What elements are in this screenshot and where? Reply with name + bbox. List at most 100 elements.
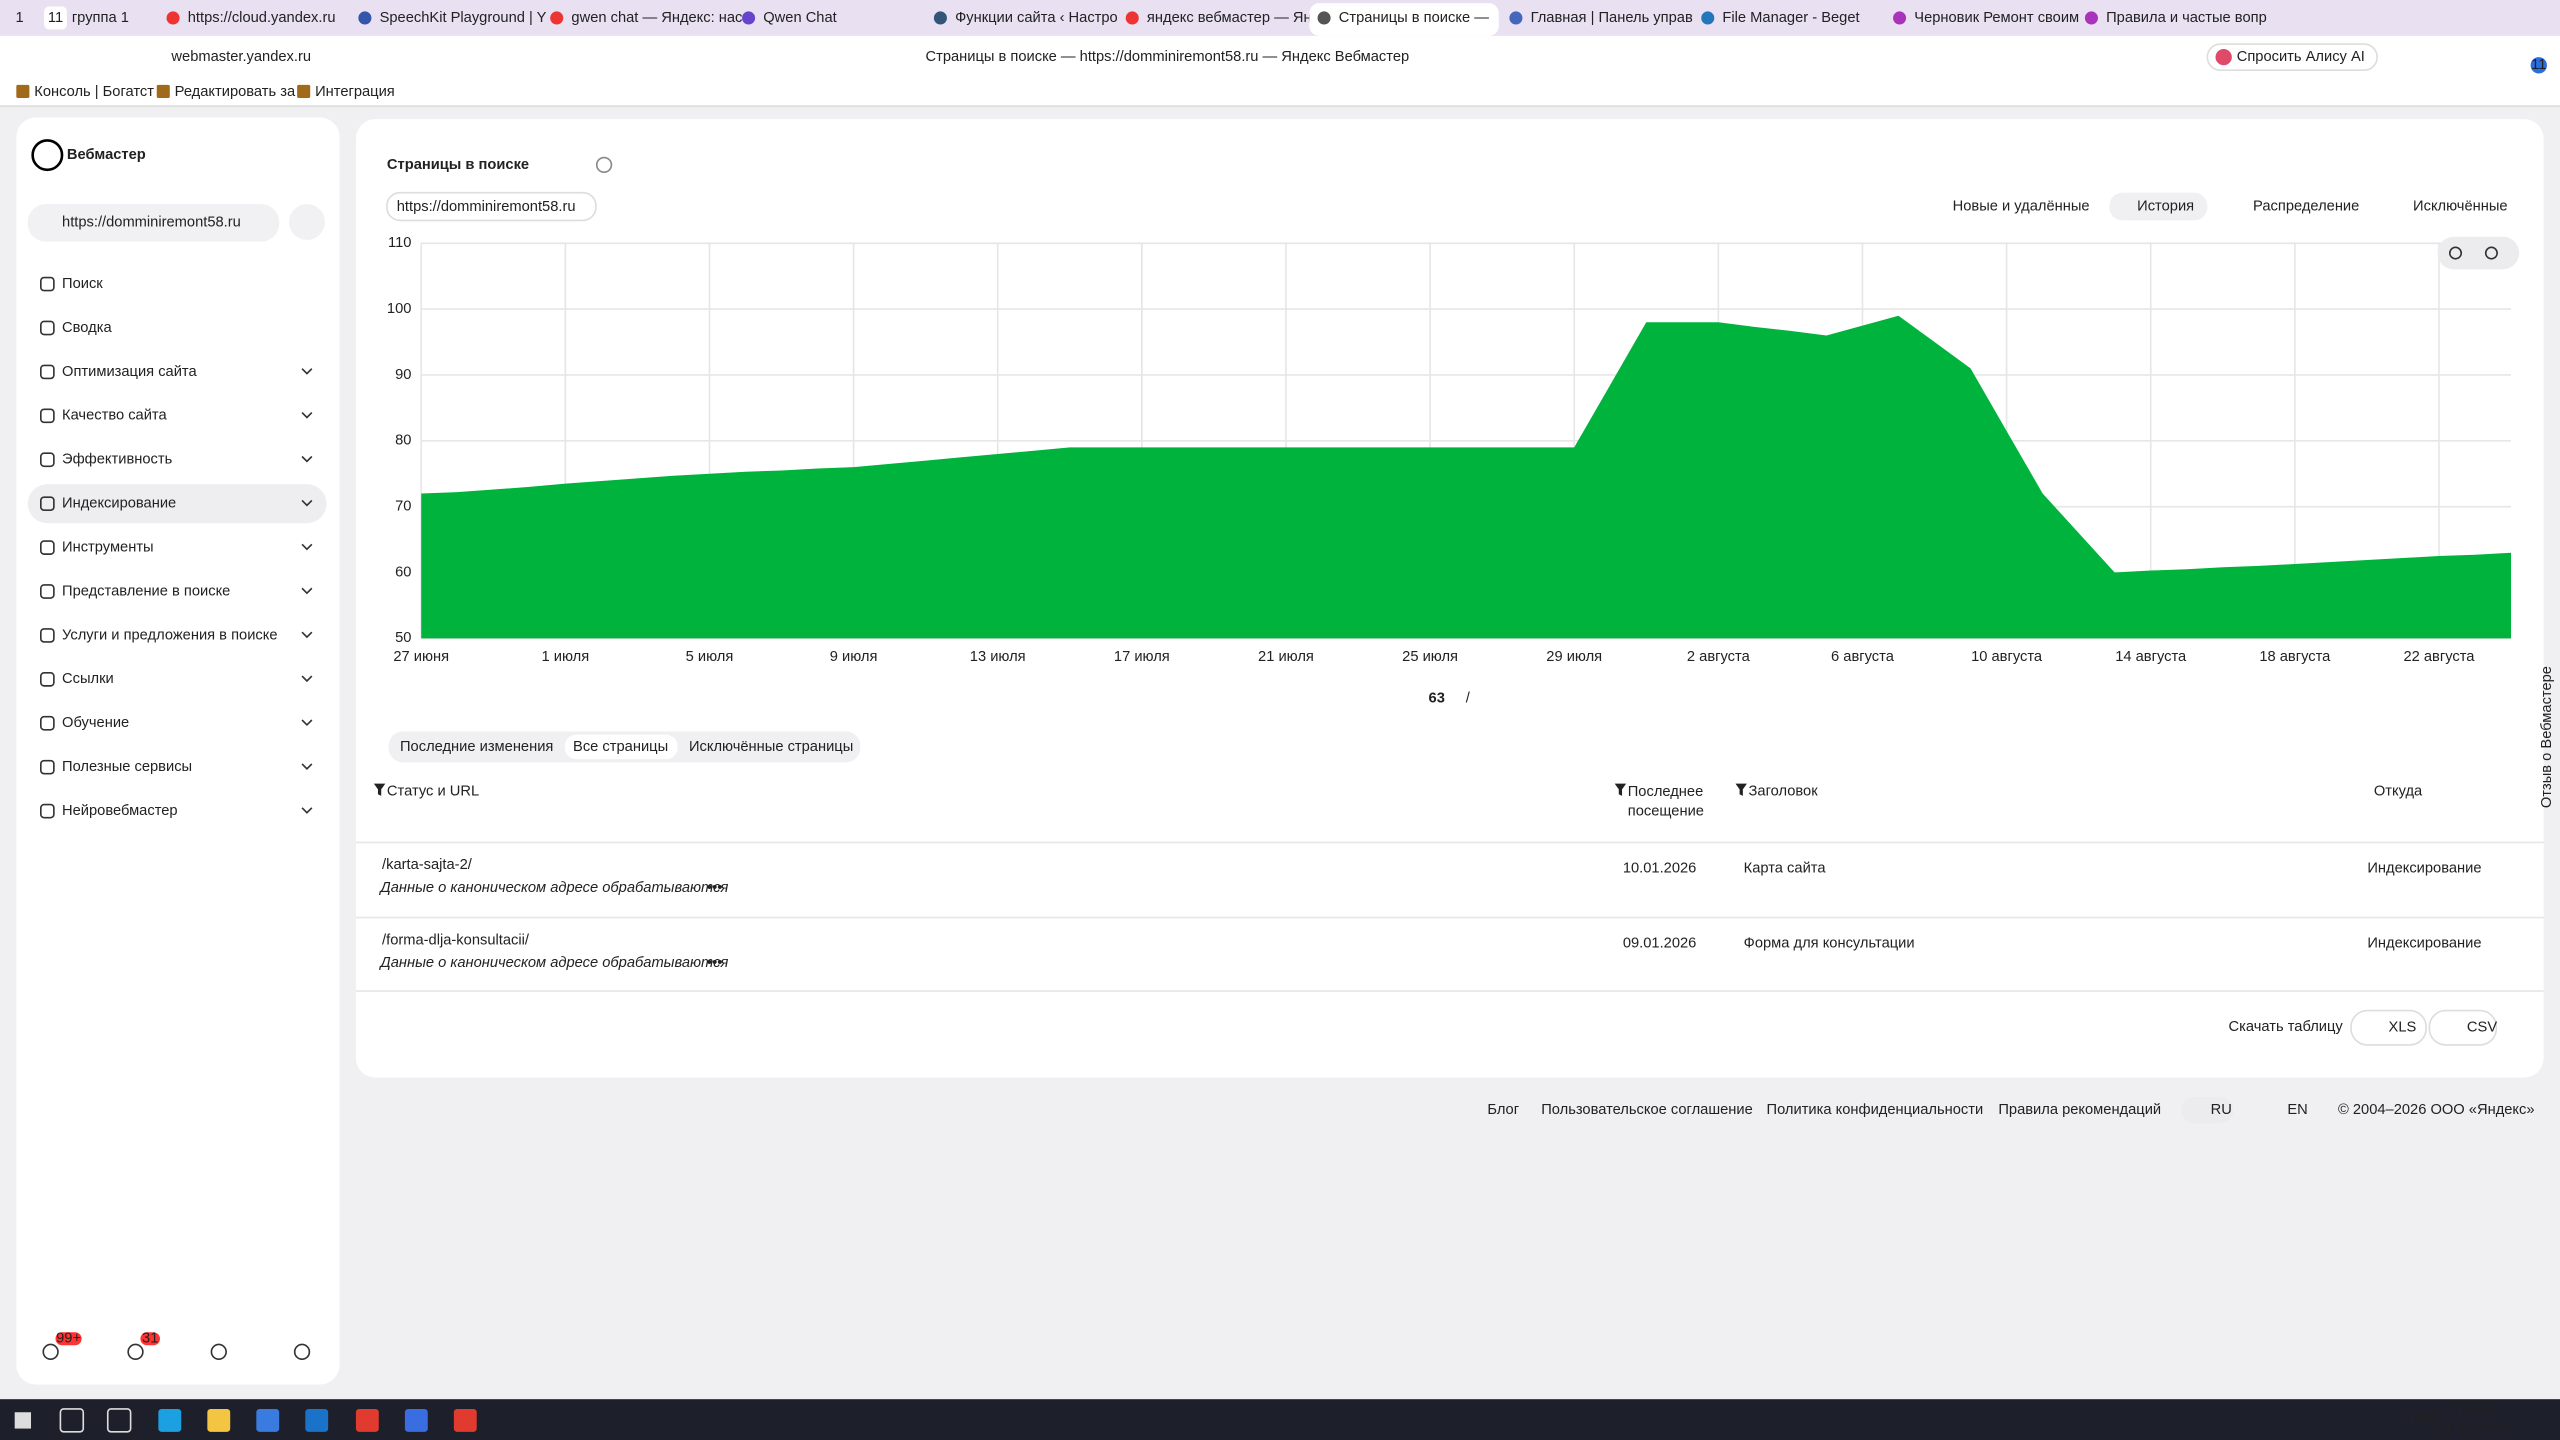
download-label: Скачать таблицу (2229, 1019, 2344, 1035)
menu-active (27, 484, 327, 524)
address-url[interactable]: webmaster.yandex.ru (170, 49, 311, 65)
footer-icon[interactable] (42, 1343, 59, 1360)
tab-group-count (44, 6, 67, 30)
taskbar-app[interactable] (256, 1408, 280, 1432)
tray-date: 11.01.2026 (2437, 1420, 2509, 1436)
view-tab[interactable]: История (2137, 198, 2194, 214)
tab-strip (0, 0, 2560, 36)
menu-item[interactable]: Полезные сервисы (62, 759, 192, 775)
download-button[interactable] (2428, 1009, 2498, 1046)
tab-title[interactable]: яндекс вебмастер — Ян (1147, 10, 1312, 26)
filter-icon[interactable] (373, 783, 386, 796)
menu-item[interactable]: Эффективность (62, 452, 173, 468)
row-url[interactable]: /forma-dlja-konsultacii/ (382, 932, 530, 948)
menu-item[interactable]: Представление в поиске (62, 583, 230, 599)
start-button[interactable] (14, 1412, 32, 1429)
menu-item[interactable]: Сводка (62, 320, 112, 336)
menu-item[interactable]: Обучение (62, 715, 129, 731)
language[interactable]: RU (2211, 1102, 2232, 1118)
taskbar-app[interactable] (453, 1408, 477, 1432)
download-button[interactable] (2350, 1009, 2427, 1046)
footer-link[interactable]: Правила рекомендаций (1998, 1102, 2161, 1118)
main-site-select-label: https://domminiremont58.ru (397, 199, 576, 215)
row-url[interactable]: /karta-sajta-2/ (382, 857, 473, 873)
tab-title[interactable]: Главная | Панель управ (1531, 10, 1693, 26)
x-tick-label: 14 августа (2115, 649, 2187, 665)
main-title: Страницы в поиске (387, 157, 529, 173)
zoom-button[interactable] (2484, 246, 2498, 260)
add-site[interactable] (288, 204, 325, 240)
table-tab[interactable]: Все страницы (573, 739, 668, 755)
tab-title[interactable]: Черновик Ремонт своим (1914, 10, 2079, 26)
menu-icon (40, 408, 55, 424)
menu-item[interactable]: Качество сайта (62, 408, 167, 424)
language[interactable]: EN (2287, 1102, 2307, 1118)
footer-link[interactable]: Пользовательское соглашение (1541, 1102, 1753, 1118)
tab-title[interactable]: Qwen Chat (763, 10, 836, 26)
badge: 31 (142, 1331, 158, 1347)
footer-icon[interactable] (127, 1343, 144, 1360)
table-tab[interactable]: Исключённые страницы (689, 739, 853, 755)
row-date: 09.01.2026 (1623, 936, 1697, 952)
tab-title[interactable]: Функции сайта ‹ Настро (955, 10, 1118, 26)
filter-icon[interactable] (1735, 783, 1747, 796)
bookmark-icon (156, 84, 170, 98)
taskbar-app[interactable] (355, 1408, 379, 1432)
tab-group-number: 1 (16, 10, 24, 26)
taskbar-app[interactable] (158, 1408, 182, 1432)
tab-icon (1701, 11, 1715, 25)
table-tab[interactable]: Последние изменения (400, 739, 553, 755)
menu-item[interactable]: Оптимизация сайта (62, 364, 197, 380)
view-tab[interactable]: Исключённые (2413, 198, 2508, 214)
tab-group-count-text: 11 (48, 10, 63, 26)
filter-icon[interactable] (1614, 783, 1627, 796)
menu-item[interactable]: Нейровебмастер (62, 803, 178, 819)
taskbar-app[interactable] (207, 1408, 231, 1432)
tab-title[interactable]: Правила и частые вопр (2106, 10, 2267, 26)
active-tab (1309, 3, 1499, 36)
tab-title[interactable]: File Manager - Beget (1722, 10, 1859, 26)
tab-title[interactable]: Страницы в поиске — (1339, 10, 1489, 26)
bookmark[interactable]: Редактировать за (175, 84, 296, 100)
menu-item[interactable]: Индексирование (62, 496, 176, 512)
tab-title[interactable]: SpeechKit Playground | Y (380, 10, 547, 26)
footer-link[interactable]: Блог (1487, 1102, 1519, 1118)
settings-icon[interactable] (293, 1343, 311, 1360)
x-tick-label: 10 августа (1971, 649, 2043, 665)
taskbar-app[interactable] (106, 1408, 132, 1433)
zoom-button[interactable] (2448, 246, 2463, 260)
lang-active (2181, 1097, 2234, 1124)
menu-item[interactable]: Услуги и предложения в поиске (62, 627, 277, 643)
view-tab[interactable]: Новые и удалённые (1953, 198, 2090, 214)
column-header: Статус и URL (387, 784, 479, 800)
menu-icon (40, 584, 55, 599)
chevron (301, 411, 313, 419)
column-header: Откуда (2374, 784, 2423, 800)
feedback[interactable]: Отзыв о Вебмастере (2539, 666, 2555, 808)
x-tick-label: 9 июля (830, 649, 878, 665)
site-select[interactable] (27, 204, 280, 242)
tab-icon (1125, 11, 1139, 25)
taskbar-app[interactable] (59, 1408, 85, 1433)
bookmark[interactable]: Консоль | Богатст (34, 84, 154, 100)
tab-group-name[interactable]: группа 1 (72, 10, 129, 26)
x-tick-label: 27 июня (393, 649, 449, 665)
tab-icon (2084, 11, 2098, 25)
menu-item[interactable]: Ссылки (62, 671, 114, 687)
help-icon[interactable] (210, 1343, 227, 1360)
tab-title[interactable]: https://cloud.yandex.ru (188, 10, 336, 26)
menu-item[interactable]: Инструменты (62, 539, 154, 555)
alice-button[interactable] (2206, 43, 2378, 72)
footer-link[interactable]: Политика конфиденциальности (1767, 1102, 1984, 1118)
view-tab[interactable]: Распределение (2253, 198, 2359, 214)
row-date: 10.01.2026 (1623, 860, 1697, 876)
taskbar-app[interactable] (404, 1408, 428, 1432)
chevron (301, 719, 313, 727)
tab-title[interactable]: gwen chat — Яндекс: нас (571, 10, 742, 26)
main-site-select[interactable] (386, 191, 597, 222)
bookmark[interactable]: Интеграция (315, 84, 395, 100)
download-format: CSV (2467, 1020, 2497, 1036)
menu-item[interactable]: Поиск (62, 276, 103, 292)
summary-separator: / (1466, 691, 1471, 707)
taskbar-app[interactable] (305, 1408, 329, 1432)
